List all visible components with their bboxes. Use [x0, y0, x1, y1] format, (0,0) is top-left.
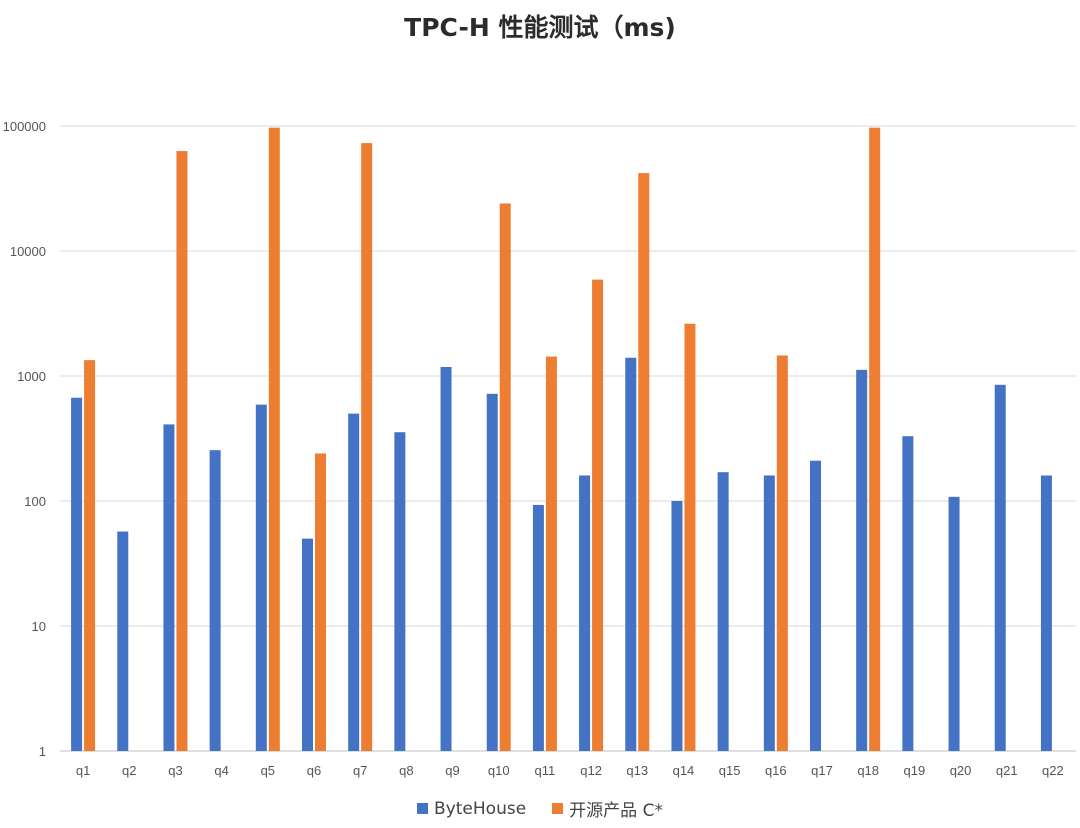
bar-bytehouse-q13 [625, 357, 637, 751]
legend-swatch-open-source-c [552, 803, 564, 814]
x-tick-label: q18 [857, 763, 879, 778]
y-tick-label: 10 [32, 619, 46, 634]
x-tick-label: q13 [626, 763, 648, 778]
y-tick-label: 100 [24, 494, 46, 509]
bar-open-source-c-q14 [684, 323, 696, 751]
bar-open-source-c-q3 [176, 151, 188, 752]
x-tick-label: q2 [122, 763, 136, 778]
bar-open-source-c-q6 [315, 453, 326, 751]
bar-bytehouse-q12 [579, 475, 591, 751]
legend-label-open-source-c: 开源产品 C* [569, 801, 663, 821]
x-tick-label: q16 [765, 763, 787, 778]
bar-bytehouse-q6 [302, 538, 313, 751]
legend-item-bytehouse: ByteHouse [417, 799, 526, 819]
x-tick-label: q10 [488, 763, 510, 778]
legend-label-bytehouse: ByteHouse [434, 798, 527, 819]
bar-open-source-c-q16 [776, 355, 788, 751]
bar-bytehouse-q22 [1040, 475, 1052, 751]
x-tick-label: q6 [307, 763, 321, 778]
bar-bytehouse-q18 [856, 369, 868, 751]
x-tick-label: q3 [168, 763, 182, 778]
bar-bytehouse-q8 [394, 432, 406, 751]
x-tick-label: q22 [1042, 763, 1064, 778]
bar-bytehouse-q4 [209, 450, 221, 751]
x-tick-label: q12 [580, 763, 602, 778]
x-tick-label: q20 [950, 763, 972, 778]
x-tick-label: q15 [719, 763, 741, 778]
x-tick-label: q21 [996, 763, 1018, 778]
bar-bytehouse-q1 [71, 397, 83, 751]
y-tick-label: 100000 [3, 119, 46, 134]
x-tick-label: q19 [904, 763, 926, 778]
bar-bytehouse-q17 [810, 460, 821, 751]
chart-plot-area: 1 10 100 1000 10000 100000 q1 q2 q3 q4 q5 q6 q7 q8 q9 q… [3, 119, 1076, 778]
bar-bytehouse-q15 [717, 472, 729, 751]
x-tick-label: q7 [353, 763, 367, 778]
bar-open-source-c-q5 [268, 127, 280, 751]
x-tick-label: q11 [535, 763, 556, 778]
bar-open-source-c-q18 [869, 127, 881, 751]
bar-bytehouse-q19 [902, 436, 914, 751]
bar-bytehouse-q14 [671, 501, 683, 751]
bar-open-source-c-q12 [592, 279, 604, 751]
bar-bytehouse-q20 [948, 496, 960, 751]
bar-bytehouse-q10 [486, 393, 498, 751]
x-tick-label: q5 [261, 763, 275, 778]
bar-bytehouse-q5 [255, 404, 267, 751]
bar-open-source-c-q10 [499, 203, 511, 751]
y-tick-label: 1 [39, 744, 46, 759]
y-tick-label: 1000 [17, 369, 46, 384]
bar-bytehouse-q21 [994, 384, 1006, 751]
x-tick-label: q17 [811, 763, 833, 778]
legend-swatch-bytehouse [417, 803, 429, 814]
bar-bytehouse-q3 [163, 424, 175, 751]
x-tick-label: q8 [399, 763, 413, 778]
x-tick-label: q1 [76, 763, 90, 778]
chart-legend: ByteHouse 开源产品 C* [0, 796, 1080, 821]
chart-title: TPC-H 性能测试（ms) [404, 13, 676, 42]
bar-open-source-c-q7 [361, 143, 373, 751]
bar-open-source-c-q13 [638, 173, 650, 751]
bar-open-source-c-q11 [545, 356, 557, 751]
x-tick-label: q9 [445, 763, 459, 778]
legend-item-open-source-c: 开源产品 C* [552, 796, 663, 821]
bar-open-source-c-q1 [84, 360, 96, 751]
y-tick-label: 10000 [10, 244, 46, 259]
bar-bytehouse-q11 [532, 504, 544, 751]
x-tick-label: q14 [673, 763, 695, 778]
bar-bytehouse-q7 [348, 413, 360, 751]
bar-bytehouse-q16 [763, 475, 775, 751]
x-tick-label: q4 [214, 763, 228, 778]
bar-bytehouse-q2 [117, 531, 129, 751]
bar-bytehouse-q9 [440, 367, 452, 751]
